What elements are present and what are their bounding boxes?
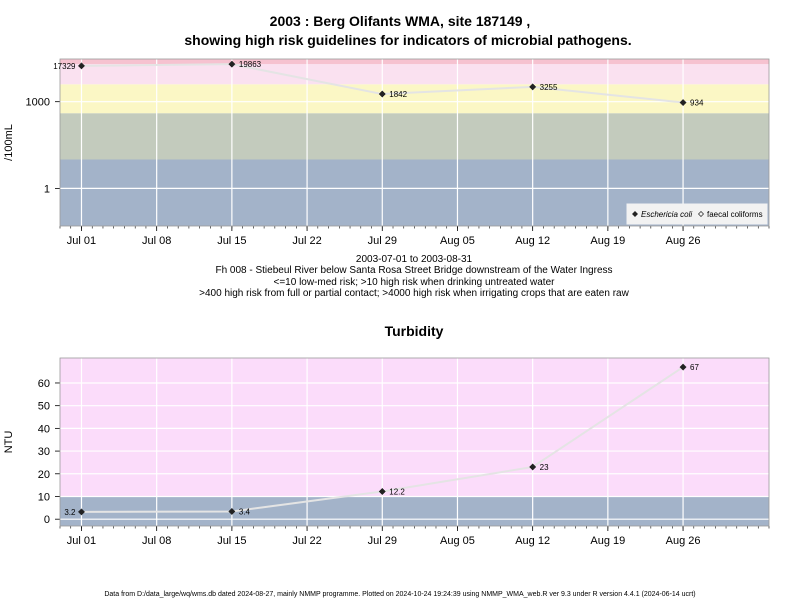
- x-tick-label: Aug 26: [666, 535, 701, 547]
- data-label: 19863: [239, 60, 262, 69]
- guideline-drinking: <=10 low-med risk; >10 high risk when dr…: [274, 277, 556, 288]
- x-tick-label: Aug 05: [440, 235, 475, 247]
- panel-turbidity: Jul 01 Jul 08 Jul 15 Jul 22 Jul 29 Aug 05 Aug …: [3, 357, 770, 547]
- data-point: [378, 90, 386, 98]
- data-label: 1842: [389, 90, 407, 99]
- data-label: 934: [690, 99, 704, 108]
- legend-label: faecal coliforms: [707, 210, 763, 219]
- data-label: 23: [540, 463, 549, 472]
- y-tick-label: 10: [38, 491, 50, 503]
- x-tick-label: Aug 12: [515, 235, 550, 247]
- footer-note: Data from D:/data_large/wq/wms.db dated …: [104, 591, 695, 598]
- legend-marker: [632, 211, 638, 217]
- risk-band-4: [60, 59, 769, 65]
- chart-title-line2: showing high risk guidelines for indicat…: [184, 32, 631, 48]
- data-label: 3.4: [239, 507, 251, 516]
- data-label: 17329: [53, 62, 76, 71]
- x-tick-label: Jul 29: [368, 535, 397, 547]
- risk-band-3: [60, 64, 769, 85]
- data-label: 3255: [540, 83, 558, 92]
- guideline-contact: >400 high risk from full or partial cont…: [199, 288, 629, 299]
- y-axis-label: NTU: [3, 431, 15, 454]
- data-point: [529, 463, 537, 471]
- data-point: [77, 508, 86, 516]
- date-range: 2003-07-01 to 2003-08-31: [356, 254, 473, 265]
- data-point: [378, 487, 386, 496]
- data-point: [679, 98, 687, 107]
- plot-frame: [59, 58, 770, 227]
- x-tick-label: Aug 12: [515, 535, 550, 547]
- x-tick-label: Aug 19: [590, 535, 625, 547]
- x-tick-label: Jul 01: [67, 235, 96, 247]
- data-label: 67: [690, 363, 699, 372]
- chart-title-line1: 2003 : Berg Olifants WMA, site 187149 ,: [270, 13, 531, 29]
- x-tick-label: Jul 15: [217, 535, 246, 547]
- x-tick-label: Jul 08: [142, 235, 171, 247]
- data-label: 3.2: [64, 508, 76, 517]
- x-tick-label: Aug 19: [590, 235, 625, 247]
- y-tick-label: 30: [38, 446, 50, 458]
- risk-band-2: [60, 84, 769, 114]
- data-label: 12.2: [389, 487, 405, 496]
- x-tick-label: Aug 26: [666, 235, 701, 247]
- y-tick-label: 0: [44, 514, 50, 526]
- x-tick-label: Jul 08: [142, 535, 171, 547]
- data-point: [529, 83, 537, 91]
- x-tick-label: Jul 15: [217, 235, 246, 247]
- plot-frame: [59, 357, 770, 527]
- x-tick-label: Jul 01: [67, 535, 96, 547]
- panel-microbial: Jul 01 Jul 08 Jul 15 Jul 22 Jul 29 Aug 05 Aug …: [3, 58, 770, 247]
- y-tick-label: 60: [38, 378, 50, 390]
- turbidity-title: Turbidity: [385, 323, 444, 339]
- legend: Eschericia coli faecal coliforms: [626, 203, 768, 225]
- risk-band-1: [60, 113, 769, 160]
- data-point: [77, 62, 86, 70]
- y-tick-label: 1000: [26, 97, 50, 109]
- data-point: [228, 507, 236, 516]
- x-tick-label: Jul 29: [368, 235, 397, 247]
- legend-label: Eschericia coli: [641, 210, 692, 219]
- legend-box: [626, 203, 768, 225]
- site-description: Fh 008 - Stiebeul River below Santa Rosa…: [215, 265, 612, 276]
- legend-marker: [698, 211, 704, 217]
- y-tick-label: 50: [38, 401, 50, 413]
- x-tick-label: Jul 22: [292, 235, 321, 247]
- x-tick-label: Aug 05: [440, 535, 475, 547]
- data-point: [228, 60, 236, 68]
- risk-band-1: [60, 358, 769, 497]
- x-tick-label: Jul 22: [292, 535, 321, 547]
- y-tick-label: 40: [38, 423, 50, 435]
- y-axis-label: /100mL: [3, 124, 15, 161]
- y-tick-label: 1: [44, 183, 50, 195]
- data-point: [679, 363, 687, 371]
- y-tick-label: 20: [38, 469, 50, 481]
